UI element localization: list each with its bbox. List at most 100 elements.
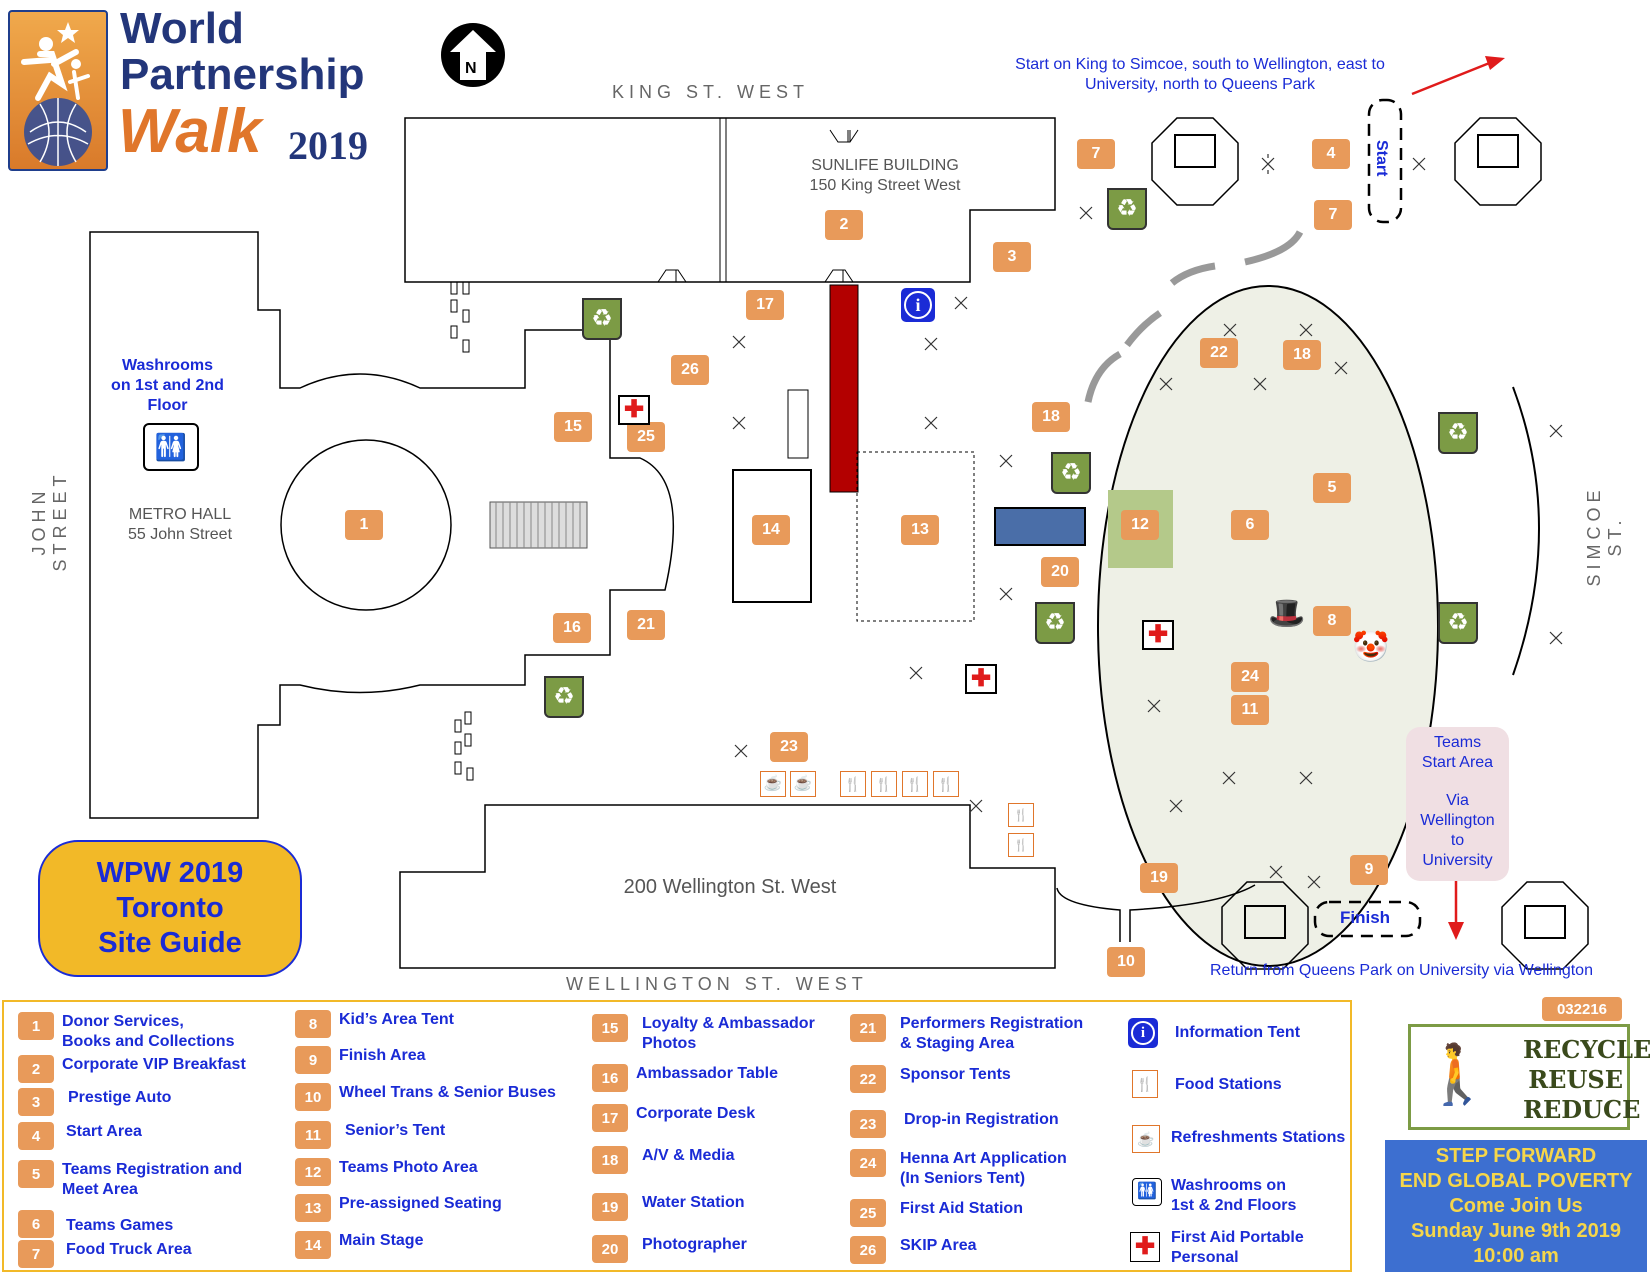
sunlife-name: SUNLIFE BUILDING: [811, 157, 959, 174]
legend-entry: 9 Finish Area: [295, 1046, 426, 1074]
wellington-street-label: WELLINGTON ST. WEST: [566, 974, 868, 994]
legend-label: Corporate VIP Breakfast: [62, 1056, 246, 1073]
legend-entry: 19 Water Station: [592, 1193, 745, 1221]
recycle-bin-icon: ♻: [544, 676, 584, 718]
map-badge: 1: [345, 510, 383, 540]
screen: [994, 507, 1086, 546]
map-badge: 17: [746, 290, 784, 320]
legend-label: Finish Area: [339, 1047, 426, 1064]
legend-label: First Aid Station: [900, 1200, 1023, 1217]
legend-icon-label: Washrooms on 1st & 2nd Floors: [1171, 1177, 1297, 1214]
food-station-icon: 🍴: [902, 771, 928, 797]
finish-label: Finish: [1340, 908, 1391, 927]
pre-assigned-seating-area: [856, 451, 975, 622]
washroom-icon: 🚻: [143, 423, 199, 471]
light-post-markers: [732, 154, 1563, 889]
legend-number: 20: [592, 1235, 628, 1263]
door-icon: [829, 129, 859, 143]
legend-entry: 20 Photographer: [592, 1235, 747, 1263]
document-code: 032216: [1542, 997, 1622, 1021]
recycle-bin-icon: ♻: [1438, 602, 1478, 644]
refreshment-icon: ☕: [790, 771, 816, 797]
recycle-bin-icon: ♻: [1107, 188, 1147, 230]
legend-entry: 17 Corporate Desk: [592, 1104, 755, 1132]
teams-start-area-note: Teams Start Area Via Wellington to Unive…: [1406, 727, 1509, 881]
legend-label: Senior’s Tent: [345, 1122, 446, 1139]
food-station-icon: 🍴: [1008, 803, 1034, 827]
legend-number: 25: [850, 1199, 886, 1227]
wellington-building-label: 200 Wellington St. West: [623, 876, 837, 898]
magic-hat-icon: 🎩: [1268, 597, 1306, 630]
washroom-note: Washrooms on 1st and 2nd Floor: [100, 356, 235, 416]
map-badge: 9: [1350, 855, 1388, 885]
legend-entry: 25 First Aid Station: [850, 1199, 1023, 1227]
step-forward-line: STEP FORWARD: [1435, 1144, 1597, 1167]
map-badge: 5: [1313, 473, 1351, 503]
map-badge: 11: [1231, 695, 1269, 725]
metro-hall-address: 55 John Street: [127, 526, 233, 543]
legend-entry: 18 A/V & Media: [592, 1146, 734, 1174]
legend-entry: 24 Henna Art Application (In Seniors Tent…: [850, 1149, 1067, 1189]
information-icon: i: [901, 288, 935, 322]
legend-number: 22: [850, 1065, 886, 1093]
start-route-line: Start on King to Simcoe, south to Wellin…: [1015, 56, 1385, 73]
legend-label: SKIP Area: [900, 1237, 977, 1254]
recycle-bin-icon: ♻: [1035, 602, 1075, 644]
legend-entry: 21 Performers Registration & Staging Area: [850, 1014, 1083, 1054]
first-aid-icon: ✚: [1130, 1232, 1160, 1262]
map-badge: 22: [1200, 338, 1238, 368]
legend-entry: 5 Teams Registration and Meet Area: [18, 1160, 242, 1200]
legend-number: 8: [295, 1010, 331, 1038]
legend-label: Sponsor Tents: [900, 1066, 1011, 1083]
legend-number: 5: [18, 1160, 54, 1188]
first-aid-icon: ✚: [1142, 620, 1174, 650]
recycle-bin-icon: ♻: [582, 298, 622, 340]
legend-label: Corporate Desk: [636, 1105, 756, 1122]
legend-icon-label: Food Stations: [1175, 1076, 1282, 1093]
legend-number: 17: [592, 1104, 628, 1132]
washroom-note-line: Floor: [147, 397, 188, 414]
map-badge: 2: [825, 210, 863, 240]
legend-label: Water Station: [642, 1194, 745, 1211]
legend-number: 4: [18, 1122, 54, 1150]
map-badge: 23: [770, 732, 808, 762]
map-badge: 18: [1032, 402, 1070, 432]
legend-label: Drop-in Registration: [904, 1111, 1059, 1128]
map-badge: 19: [1140, 863, 1178, 893]
logo-line-world: World: [120, 4, 244, 53]
teams-note-line: Start Area: [1421, 754, 1494, 771]
first-aid-icon: ✚: [618, 395, 650, 425]
recycle-reuse-reduce-panel: 🚶 RECYCLE REUSE REDUCE: [1408, 1024, 1650, 1130]
walking-person-icon: 🚶: [1421, 1042, 1494, 1107]
map-badge: 26: [671, 355, 709, 385]
recycle-bin-icon: ♻: [1438, 412, 1478, 454]
legend-number: 3: [18, 1088, 54, 1116]
food-station-icon: 🍴: [871, 771, 897, 797]
map-badge: 7: [1077, 139, 1115, 169]
legend-label: Main Stage: [339, 1232, 424, 1249]
wpw-logo: [8, 10, 108, 171]
step-forward-banner: STEP FORWARD END GLOBAL POVERTY Come Joi…: [1385, 1140, 1647, 1272]
map-badge: 12: [1121, 510, 1159, 540]
teams-note-line: Wellington: [1420, 812, 1495, 829]
legend-label: Pre-assigned Seating: [339, 1195, 502, 1212]
legend-number: 13: [295, 1194, 331, 1222]
legend-entry: 14 Main Stage: [295, 1231, 423, 1259]
john-street-label: JOHN STREET: [29, 470, 70, 572]
legend-entry: 8 Kid’s Area Tent: [295, 1010, 454, 1038]
recycle-line: REDUCE: [1523, 1095, 1641, 1124]
wellington-building-outline: [399, 804, 1056, 969]
legend-entry: 22 Sponsor Tents: [850, 1065, 1011, 1093]
step-forward-line: Come Join Us: [1449, 1194, 1583, 1217]
recycle-text: RECYCLE REUSE REDUCE: [1523, 1035, 1650, 1125]
food-station-icon: 🍴: [933, 771, 959, 797]
legend-entry: 16 Ambassador Table: [592, 1064, 778, 1092]
north-label: N: [465, 60, 477, 77]
legend-number: 21: [850, 1014, 886, 1042]
logo-title: World Partnership: [120, 6, 365, 98]
map-badge: 14: [752, 515, 790, 545]
map-badge: 10: [1107, 947, 1145, 977]
map-badge: 16: [553, 613, 591, 643]
legend-label: Photographer: [642, 1236, 747, 1253]
legend-label: Donor Services, Books and Collections: [62, 1013, 235, 1050]
